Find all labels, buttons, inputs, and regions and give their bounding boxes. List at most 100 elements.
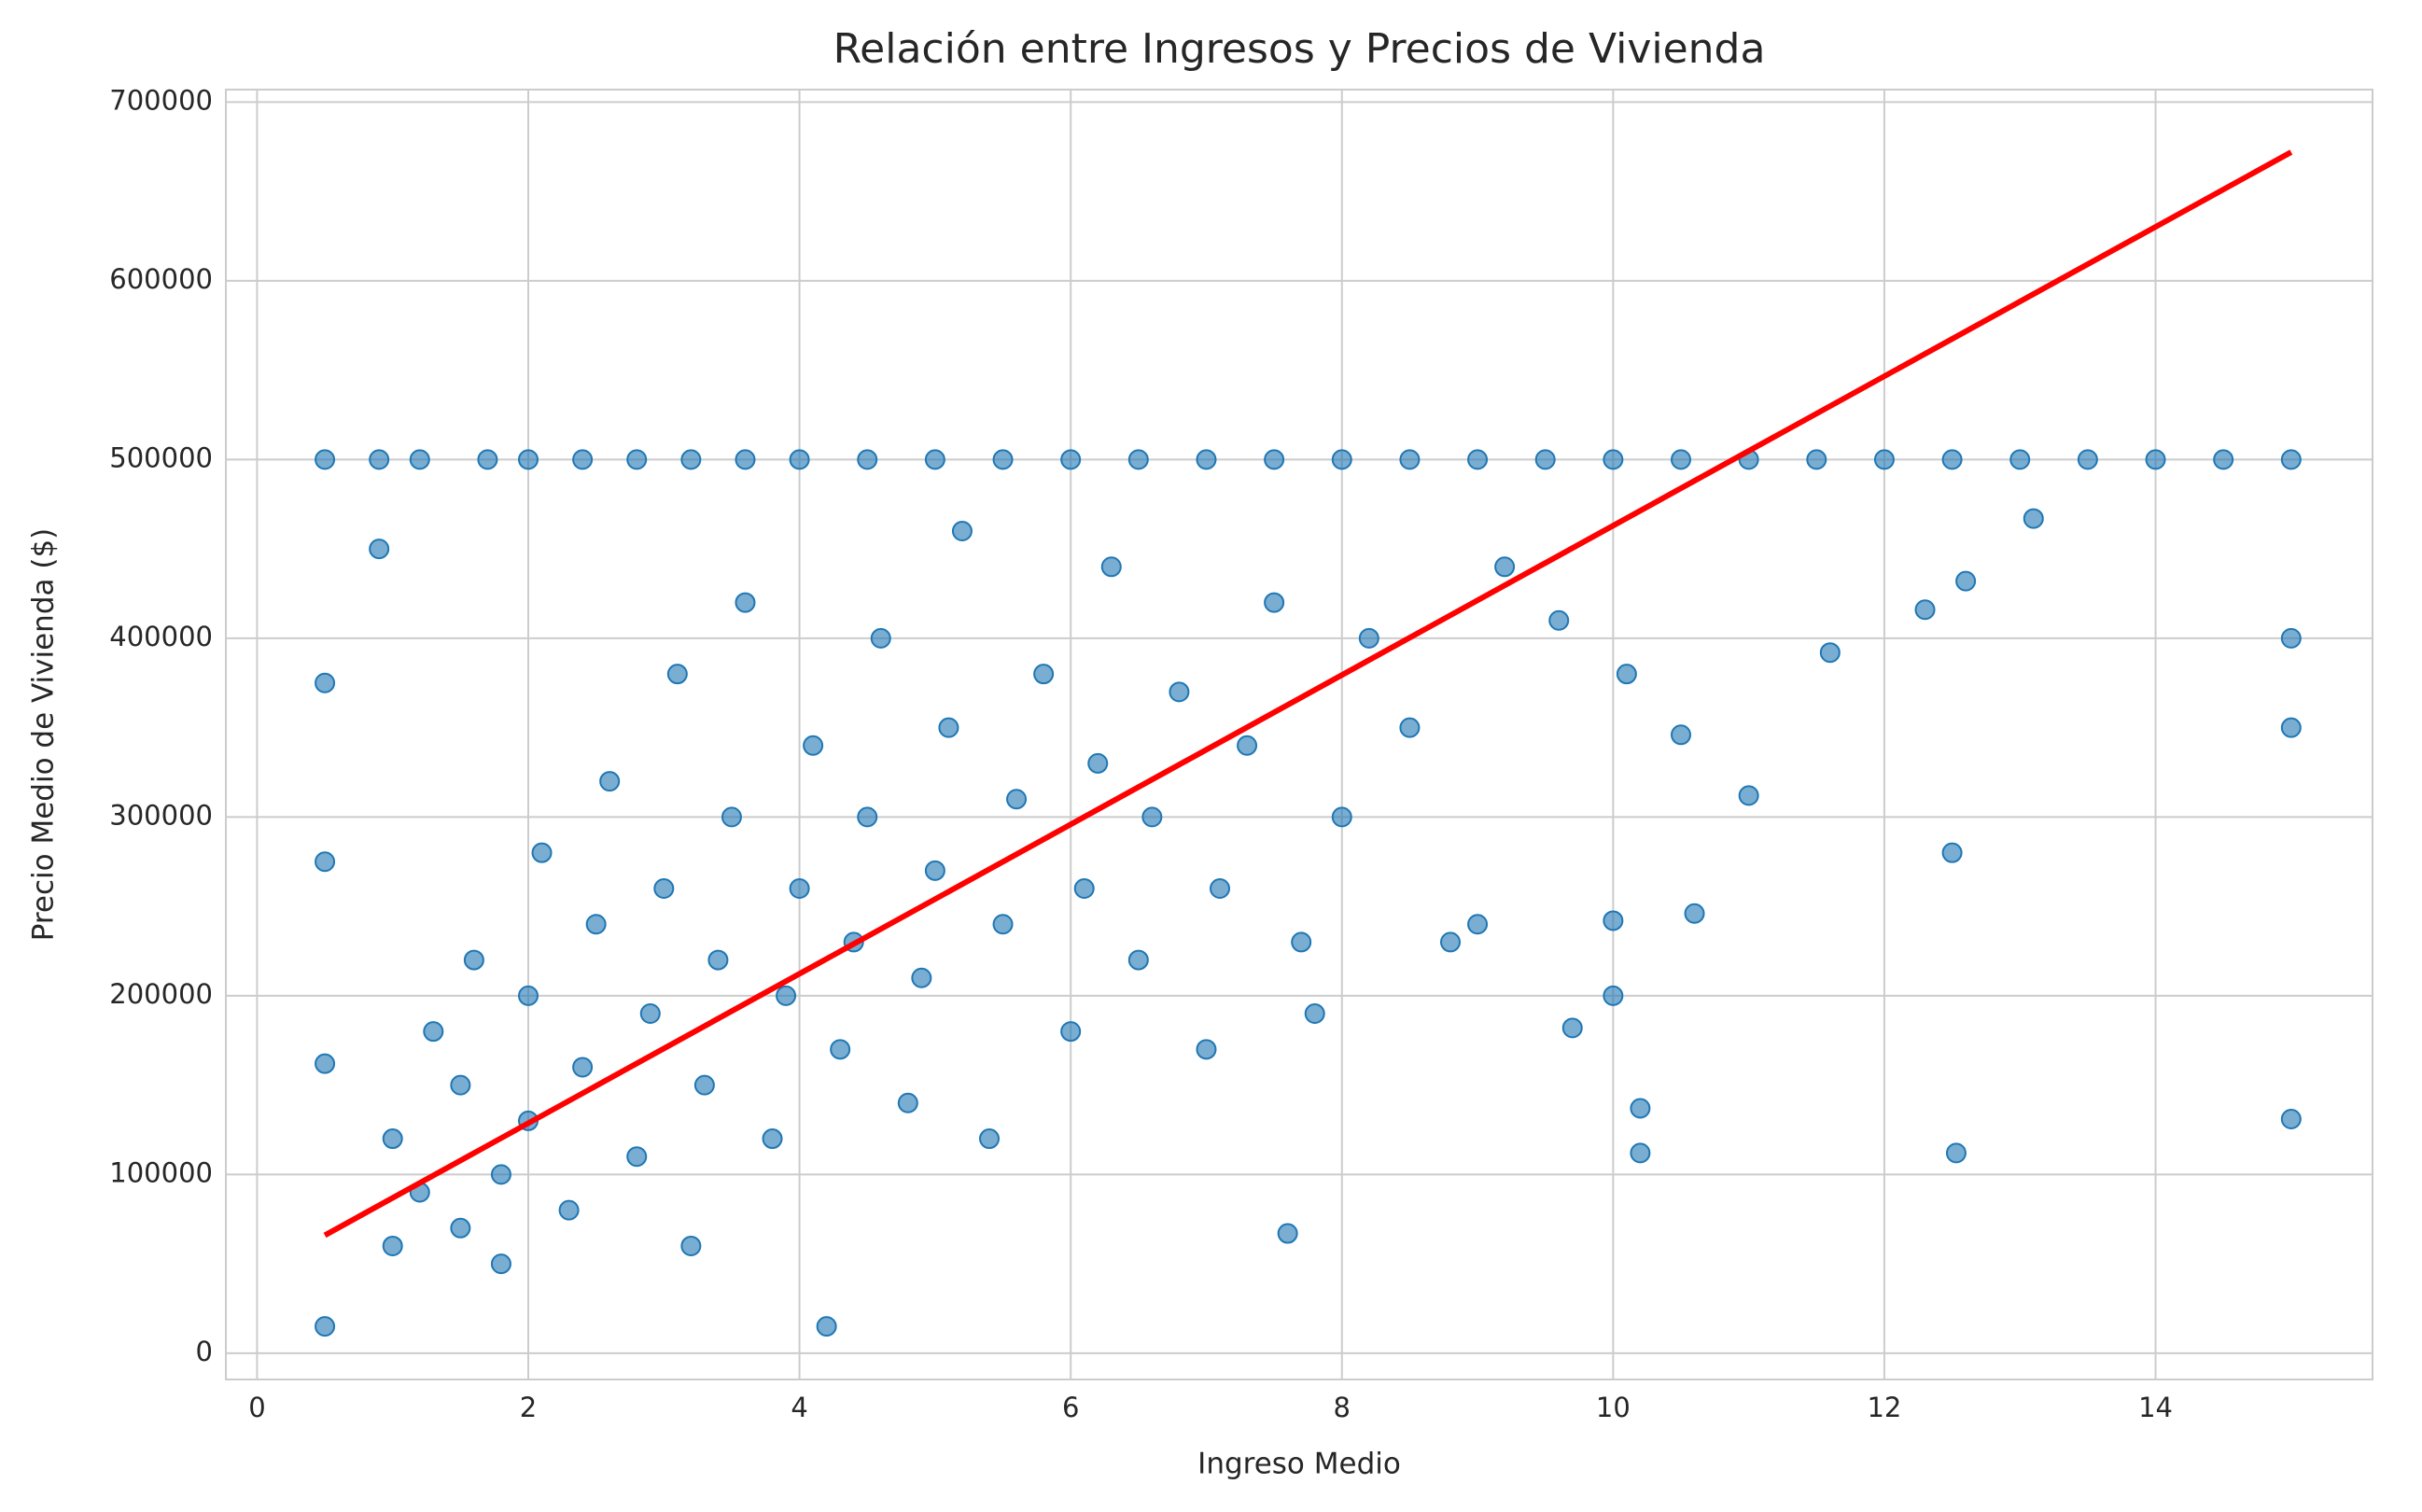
scatter-point [490, 1253, 511, 1275]
chart-title: Relación entre Ingresos y Precios de Viv… [833, 25, 1766, 73]
scatter-point [382, 1235, 403, 1256]
scatter-point [1331, 806, 1352, 828]
y-tick-label: 200000 [109, 978, 213, 1010]
scatter-point [735, 449, 756, 470]
trend-line [323, 149, 2293, 1239]
y-axis-label: Precio Medio de Vivienda ($) [27, 528, 61, 942]
scatter-point [1006, 789, 1028, 810]
scatter-point [1399, 449, 1421, 470]
y-tick-label: 500000 [109, 441, 213, 473]
x-tick-label: 0 [248, 1392, 265, 1423]
scatter-point [1087, 752, 1109, 774]
x-tick-label: 4 [791, 1392, 807, 1423]
scatter-point [2145, 449, 2166, 470]
scatter-point [382, 1128, 403, 1150]
scatter-point [1630, 1142, 1651, 1164]
scatter-point [1169, 681, 1190, 703]
scatter-point [1073, 877, 1095, 899]
scatter-point [450, 1074, 471, 1096]
scatter-point [680, 1235, 702, 1256]
scatter-point [1399, 717, 1421, 738]
scatter-point [830, 1039, 851, 1060]
scatter-point [1616, 664, 1637, 685]
scatter-point [1671, 449, 1692, 470]
scatter-point [518, 985, 539, 1006]
scatter-point [1945, 1142, 1967, 1164]
scatter-point [816, 1316, 837, 1337]
scatter-point [599, 771, 621, 792]
scatter-point [1277, 1223, 1298, 1244]
x-tick-label: 12 [1867, 1392, 1901, 1423]
y-tick-label: 300000 [109, 799, 213, 831]
scatter-point [639, 1003, 661, 1025]
scatter-point [2077, 449, 2098, 470]
scatter-point [1291, 931, 1312, 953]
scatter-point [1671, 724, 1692, 746]
scatter-point [1304, 1003, 1325, 1025]
scatter-point [924, 860, 945, 881]
scatter-point [1440, 931, 1462, 953]
scatter-point [409, 449, 430, 470]
scatter-point [857, 806, 878, 828]
scatter-point [1603, 985, 1624, 1006]
scatter-point [707, 949, 729, 971]
scatter-point [951, 520, 973, 541]
scatter-point [1941, 449, 1963, 470]
scatter-point [1467, 914, 1489, 935]
scatter-point [1060, 449, 1082, 470]
scatter-point [1534, 449, 1556, 470]
scatter-point [1467, 449, 1489, 470]
scatter-point [1033, 664, 1055, 685]
scatter-point [911, 967, 932, 988]
scatter-point [1494, 556, 1516, 578]
scatter-point [857, 449, 878, 470]
x-tick-label: 6 [1062, 1392, 1079, 1423]
scatter-point [2280, 717, 2302, 738]
scatter-point [924, 449, 945, 470]
scatter-point [572, 1057, 594, 1078]
scatter-point [1561, 1017, 1583, 1039]
scatter-point [490, 1164, 511, 1185]
scatter-point [315, 1053, 336, 1074]
scatter-point [369, 539, 390, 560]
scatter-point [721, 806, 742, 828]
scatter-point [1358, 627, 1379, 649]
scatter-point [450, 1217, 471, 1239]
scatter-point [1630, 1098, 1651, 1119]
scatter-point [315, 1316, 336, 1337]
scatter-point [531, 842, 553, 863]
scatter-point [1955, 570, 1977, 592]
scatter-point [1603, 449, 1624, 470]
x-tick-label: 2 [520, 1392, 537, 1423]
scatter-point [1127, 949, 1149, 971]
scatter-point [585, 914, 607, 935]
scatter-point [789, 449, 810, 470]
scatter-point [626, 449, 648, 470]
scatter-point [897, 1092, 918, 1113]
scatter-point [1264, 592, 1285, 613]
scatter-point [979, 1128, 1001, 1150]
y-tick-label: 100000 [109, 1156, 213, 1188]
x-tick-label: 10 [1596, 1392, 1631, 1423]
y-tick-label: 700000 [109, 84, 213, 116]
x-tick-label: 8 [1334, 1392, 1351, 1423]
scatter-point [653, 877, 675, 899]
scatter-point [2280, 627, 2302, 649]
scatter-point [315, 449, 336, 470]
scatter-point [626, 1146, 648, 1168]
x-tick-label: 14 [2138, 1392, 2173, 1423]
scatter-point [1806, 449, 1827, 470]
scatter-point [2213, 449, 2234, 470]
scatter-point [2023, 508, 2044, 529]
scatter-point [2280, 1108, 2302, 1129]
scatter-point [680, 449, 702, 470]
scatter-point [1738, 785, 1759, 806]
scatter-point [1941, 842, 1963, 863]
scatter-point [315, 672, 336, 693]
scatter-point [693, 1074, 715, 1096]
scatter-point [1196, 1039, 1217, 1060]
scatter-point [423, 1021, 444, 1043]
scatter-point [1819, 642, 1841, 664]
scatter-point [463, 949, 484, 971]
